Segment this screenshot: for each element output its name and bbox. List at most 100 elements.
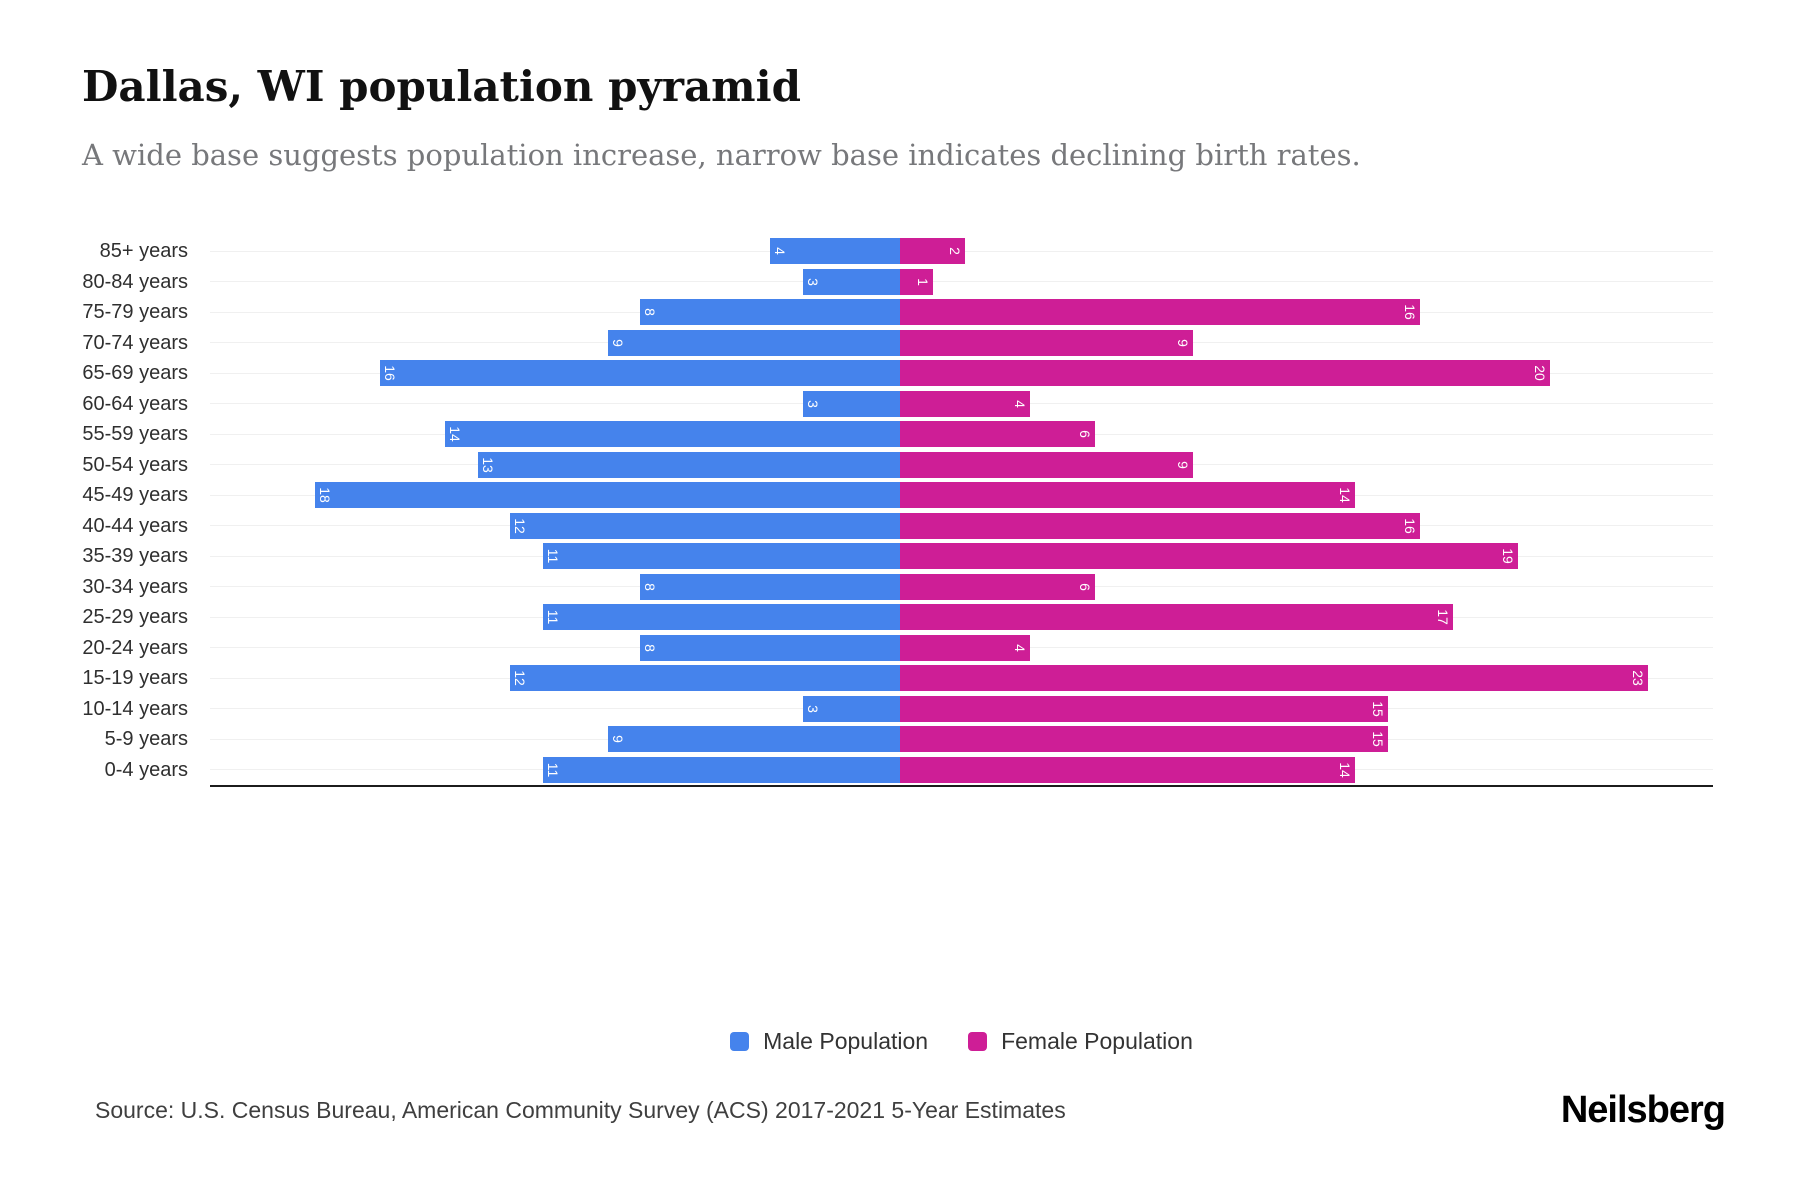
neilsberg-logo: Neilsberg bbox=[1560, 1089, 1726, 1131]
female-bar[interactable]: 14 bbox=[900, 482, 1355, 509]
male-bar[interactable]: 3 bbox=[802, 390, 900, 417]
male-bar-value: 14 bbox=[447, 426, 463, 443]
male-bar[interactable]: 9 bbox=[607, 726, 900, 753]
male-bar[interactable]: 11 bbox=[542, 604, 900, 631]
chart-title: Dallas, WI population pyramid bbox=[82, 62, 801, 111]
y-axis-label: 20-24 years bbox=[82, 636, 188, 659]
female-bar-value: 14 bbox=[1337, 761, 1353, 778]
female-bar[interactable]: 6 bbox=[900, 421, 1095, 448]
y-axis-labels: 85+ years 80-84 years 75-79 years 70-74 yea… bbox=[0, 236, 198, 785]
female-bar-value: 16 bbox=[1402, 517, 1418, 534]
male-bar[interactable]: 16 bbox=[380, 360, 900, 387]
plot-area: 4 2 3 1 8 16 9 9 16 20 3 4 14 6 13 9 18 14 12 16 11 19 8 6 11 17 8… bbox=[210, 236, 1713, 787]
y-axis-label: 10-14 years bbox=[82, 697, 188, 720]
female-bar-value: 6 bbox=[1077, 430, 1093, 439]
female-bar[interactable]: 2 bbox=[900, 238, 965, 265]
female-bar[interactable]: 6 bbox=[900, 573, 1095, 600]
male-bar-value: 8 bbox=[642, 582, 658, 591]
male-bar[interactable]: 8 bbox=[640, 299, 900, 326]
female-bar-value: 15 bbox=[1369, 700, 1386, 717]
male-bar-value: 11 bbox=[544, 548, 561, 564]
male-bar[interactable]: 11 bbox=[542, 756, 900, 783]
male-bar[interactable]: 12 bbox=[510, 665, 900, 692]
female-bar-value: 4 bbox=[1012, 399, 1028, 408]
y-axis-label: 15-19 years bbox=[82, 667, 188, 690]
female-bar-value: 15 bbox=[1369, 731, 1386, 748]
male-bar[interactable]: 8 bbox=[640, 573, 900, 600]
y-axis-label: 65-69 years bbox=[82, 362, 188, 385]
female-bar[interactable]: 15 bbox=[900, 695, 1388, 722]
male-bar[interactable]: 11 bbox=[542, 543, 900, 570]
y-axis-label: 80-84 years bbox=[82, 270, 188, 293]
female-bar[interactable]: 1 bbox=[900, 268, 933, 295]
female-bar[interactable]: 9 bbox=[900, 329, 1193, 356]
female-bar-value: 16 bbox=[1402, 304, 1418, 321]
male-bar[interactable]: 14 bbox=[445, 421, 900, 448]
female-bar-value: 14 bbox=[1337, 487, 1353, 504]
female-bar[interactable]: 4 bbox=[900, 390, 1030, 417]
legend-item-male[interactable]: Male Population bbox=[730, 1028, 928, 1055]
y-axis-label: 25-29 years bbox=[82, 606, 188, 629]
y-axis-label: 55-59 years bbox=[82, 423, 188, 446]
row-gridline bbox=[210, 281, 1713, 283]
male-bar-value: 9 bbox=[609, 735, 626, 744]
male-bar-value: 8 bbox=[642, 643, 658, 652]
female-bar-value: 19 bbox=[1499, 548, 1516, 565]
legend-item-female[interactable]: Female Population bbox=[968, 1028, 1193, 1055]
y-axis-label: 35-39 years bbox=[82, 545, 188, 568]
female-bar[interactable]: 14 bbox=[900, 756, 1355, 783]
female-bar[interactable]: 20 bbox=[900, 360, 1550, 387]
male-bar-value: 11 bbox=[544, 762, 561, 778]
legend: Male Population Female Population bbox=[210, 1028, 1713, 1055]
female-bar-value: 6 bbox=[1077, 582, 1093, 591]
y-axis-label: 60-64 years bbox=[82, 392, 188, 415]
male-bar-value: 13 bbox=[479, 456, 496, 473]
male-bar[interactable]: 9 bbox=[607, 329, 900, 356]
male-bar[interactable]: 3 bbox=[802, 695, 900, 722]
female-bar[interactable]: 9 bbox=[900, 451, 1193, 478]
male-bar[interactable]: 8 bbox=[640, 634, 900, 661]
female-bar-value: 2 bbox=[947, 247, 963, 256]
y-axis-label: 50-54 years bbox=[82, 453, 188, 476]
female-bar[interactable]: 16 bbox=[900, 512, 1420, 539]
male-bar-value: 12 bbox=[512, 517, 528, 534]
y-axis-label: 45-49 years bbox=[82, 484, 188, 507]
male-bar-value: 18 bbox=[317, 487, 333, 504]
male-bar-value: 4 bbox=[772, 247, 788, 256]
male-bar[interactable]: 18 bbox=[315, 482, 900, 509]
male-bar-value: 3 bbox=[804, 704, 821, 713]
female-swatch-icon bbox=[968, 1032, 988, 1051]
y-axis-label: 5-9 years bbox=[104, 728, 188, 751]
female-bar[interactable]: 23 bbox=[900, 665, 1648, 692]
male-bar-value: 8 bbox=[642, 308, 658, 317]
female-bar-value: 4 bbox=[1012, 643, 1028, 652]
male-bar[interactable]: 13 bbox=[477, 451, 900, 478]
female-bar[interactable]: 19 bbox=[900, 543, 1518, 570]
y-axis-label: 30-34 years bbox=[82, 575, 188, 598]
male-bar-value: 9 bbox=[609, 338, 626, 347]
chart-subtitle: A wide base suggests population increase… bbox=[82, 138, 1361, 172]
male-bar-value: 12 bbox=[512, 670, 528, 687]
female-bar[interactable]: 4 bbox=[900, 634, 1030, 661]
male-bar-value: 3 bbox=[804, 277, 821, 286]
female-bar-value: 9 bbox=[1174, 338, 1191, 347]
male-bar[interactable]: 3 bbox=[802, 268, 900, 295]
female-bar-value: 20 bbox=[1532, 365, 1548, 382]
female-bar[interactable]: 17 bbox=[900, 604, 1453, 631]
female-bar[interactable]: 15 bbox=[900, 726, 1388, 753]
female-bar-value: 1 bbox=[914, 277, 931, 286]
female-bar[interactable]: 16 bbox=[900, 299, 1420, 326]
y-axis-label: 40-44 years bbox=[82, 514, 188, 537]
male-bar[interactable]: 4 bbox=[770, 238, 900, 265]
male-bar-value: 11 bbox=[544, 609, 561, 625]
female-bar-value: 17 bbox=[1434, 609, 1451, 626]
x-axis-line bbox=[210, 785, 1713, 787]
legend-female-label: Female Population bbox=[1001, 1028, 1193, 1054]
source-note: Source: U.S. Census Bureau, American Com… bbox=[95, 1097, 1066, 1123]
male-swatch-icon bbox=[730, 1032, 750, 1051]
y-axis-label: 75-79 years bbox=[82, 301, 188, 324]
male-bar-value: 16 bbox=[382, 365, 398, 382]
male-bar-value: 3 bbox=[804, 399, 821, 408]
male-bar[interactable]: 12 bbox=[510, 512, 900, 539]
